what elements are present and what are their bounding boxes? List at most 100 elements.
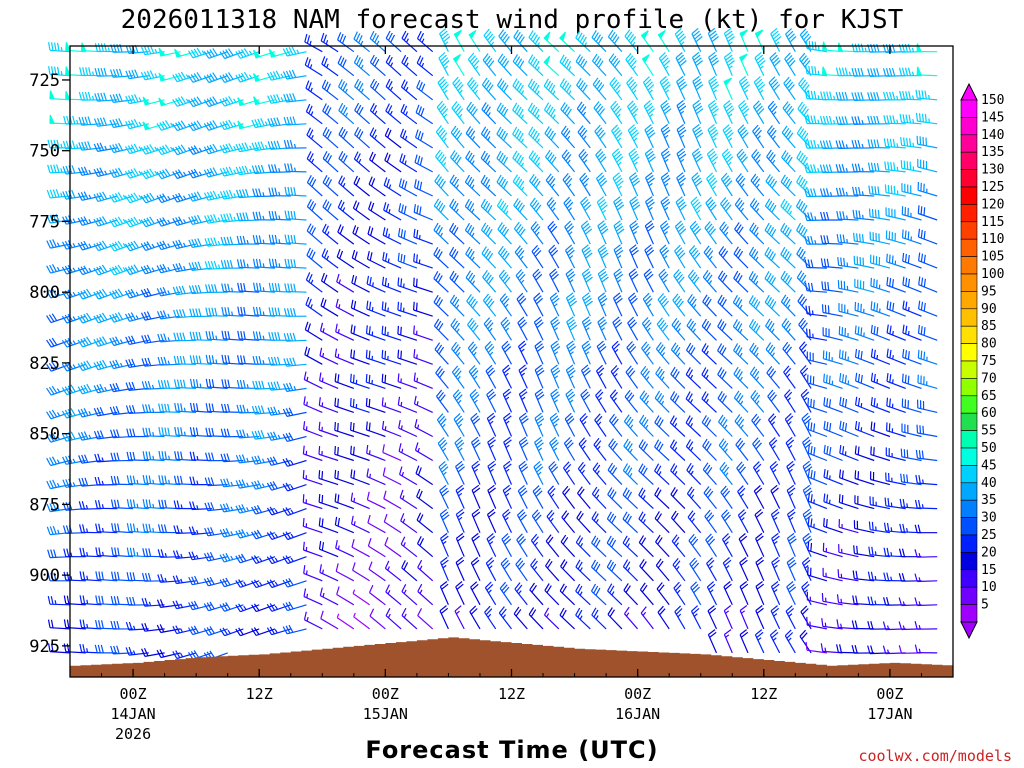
wind-barb — [267, 93, 291, 104]
wind-barb — [350, 349, 370, 365]
wind-barb — [94, 644, 118, 654]
wind-barb — [498, 245, 512, 269]
wind-barb — [717, 319, 733, 341]
wind-barb — [670, 366, 686, 389]
wind-barb — [900, 448, 922, 462]
wind-barb — [801, 557, 812, 582]
wind-barb — [335, 323, 355, 341]
wind-barb — [612, 316, 623, 341]
wind-barb — [770, 27, 782, 52]
wind-barb — [597, 244, 609, 269]
wind-barb — [251, 141, 276, 152]
wind-barb — [302, 494, 323, 510]
wind-barb — [749, 222, 765, 245]
wind-barb — [870, 397, 891, 413]
wind-barb — [267, 356, 291, 366]
x-tick-label: 00Z — [876, 685, 903, 703]
wind-barb — [886, 397, 906, 413]
wind-barb — [284, 234, 307, 245]
wind-barb — [220, 260, 244, 269]
wind-barb — [318, 421, 339, 438]
wind-barb — [455, 508, 465, 533]
wind-barb — [304, 321, 323, 341]
wind-barb — [470, 581, 481, 606]
wind-barb — [545, 558, 560, 582]
wind-barb — [534, 436, 544, 461]
colorbar-swatch — [960, 412, 978, 431]
wind-barb — [566, 340, 576, 365]
wind-barb — [158, 450, 181, 462]
wind-barb — [915, 449, 938, 462]
wind-barb — [173, 379, 197, 389]
wind-barb — [823, 420, 843, 438]
wind-barb — [322, 151, 339, 173]
wind-barb — [765, 342, 781, 365]
wind-barb — [140, 288, 165, 298]
wind-barb — [837, 280, 859, 293]
wind-barb — [543, 102, 560, 125]
wind-barb — [764, 247, 781, 269]
wind-barb — [487, 460, 497, 485]
colorbar-swatch — [960, 238, 978, 257]
wind-barb — [563, 461, 576, 485]
wind-barb — [807, 493, 828, 510]
wind-barb — [496, 174, 512, 197]
wind-barb — [527, 78, 544, 101]
wind-barb — [559, 583, 576, 606]
wind-barb — [469, 388, 481, 413]
wind-barb — [455, 532, 465, 557]
wind-barb — [528, 607, 544, 630]
wind-barb — [305, 296, 323, 317]
wind-barb — [900, 137, 922, 149]
wind-barb — [768, 413, 781, 437]
wind-barb — [235, 529, 260, 539]
wind-barb — [734, 222, 749, 245]
wind-barb — [607, 583, 623, 606]
wind-barb — [481, 102, 497, 125]
wind-barb — [597, 316, 608, 341]
wind-barb — [836, 594, 859, 606]
colorbar-swatch — [960, 273, 978, 292]
wind-barb — [580, 388, 591, 413]
wind-barb — [917, 205, 938, 221]
wind-barb — [47, 139, 70, 149]
wind-barb — [157, 380, 181, 389]
wind-barb — [917, 374, 938, 389]
wind-barb — [870, 471, 891, 486]
wind-barb — [915, 474, 938, 486]
wind-barb — [804, 139, 827, 149]
wind-barb — [548, 244, 560, 269]
wind-barb — [351, 274, 370, 293]
wind-barb — [640, 30, 654, 53]
wind-barb — [465, 126, 481, 149]
wind-barb — [125, 358, 149, 368]
wind-barb — [65, 42, 86, 53]
wind-barb — [398, 443, 418, 462]
wind-barb — [719, 221, 733, 245]
colorbar-swatch — [960, 395, 978, 414]
wind-barb — [780, 222, 796, 245]
wind-barb — [564, 220, 576, 245]
x-date-label: 14JAN — [110, 705, 155, 723]
wind-barb — [534, 412, 545, 437]
wind-barb — [220, 453, 244, 463]
wind-barb — [623, 438, 639, 461]
wind-barb — [902, 276, 922, 293]
wind-barb — [141, 572, 165, 582]
wind-barb — [547, 485, 560, 509]
wind-barb — [783, 389, 796, 413]
wind-barb — [156, 287, 181, 297]
wind-barb — [334, 373, 355, 389]
wind-barb — [338, 175, 355, 197]
wind-barb — [77, 383, 102, 395]
wind-barb — [737, 485, 749, 509]
wind-barb — [173, 525, 197, 534]
wind-barb — [838, 349, 859, 365]
wind-barb — [613, 244, 624, 269]
wind-barb — [676, 124, 687, 149]
wind-barb — [365, 373, 386, 389]
wind-barb — [548, 461, 560, 485]
wind-barb — [109, 264, 134, 276]
wind-barb — [706, 148, 719, 173]
wind-barb — [718, 246, 733, 269]
